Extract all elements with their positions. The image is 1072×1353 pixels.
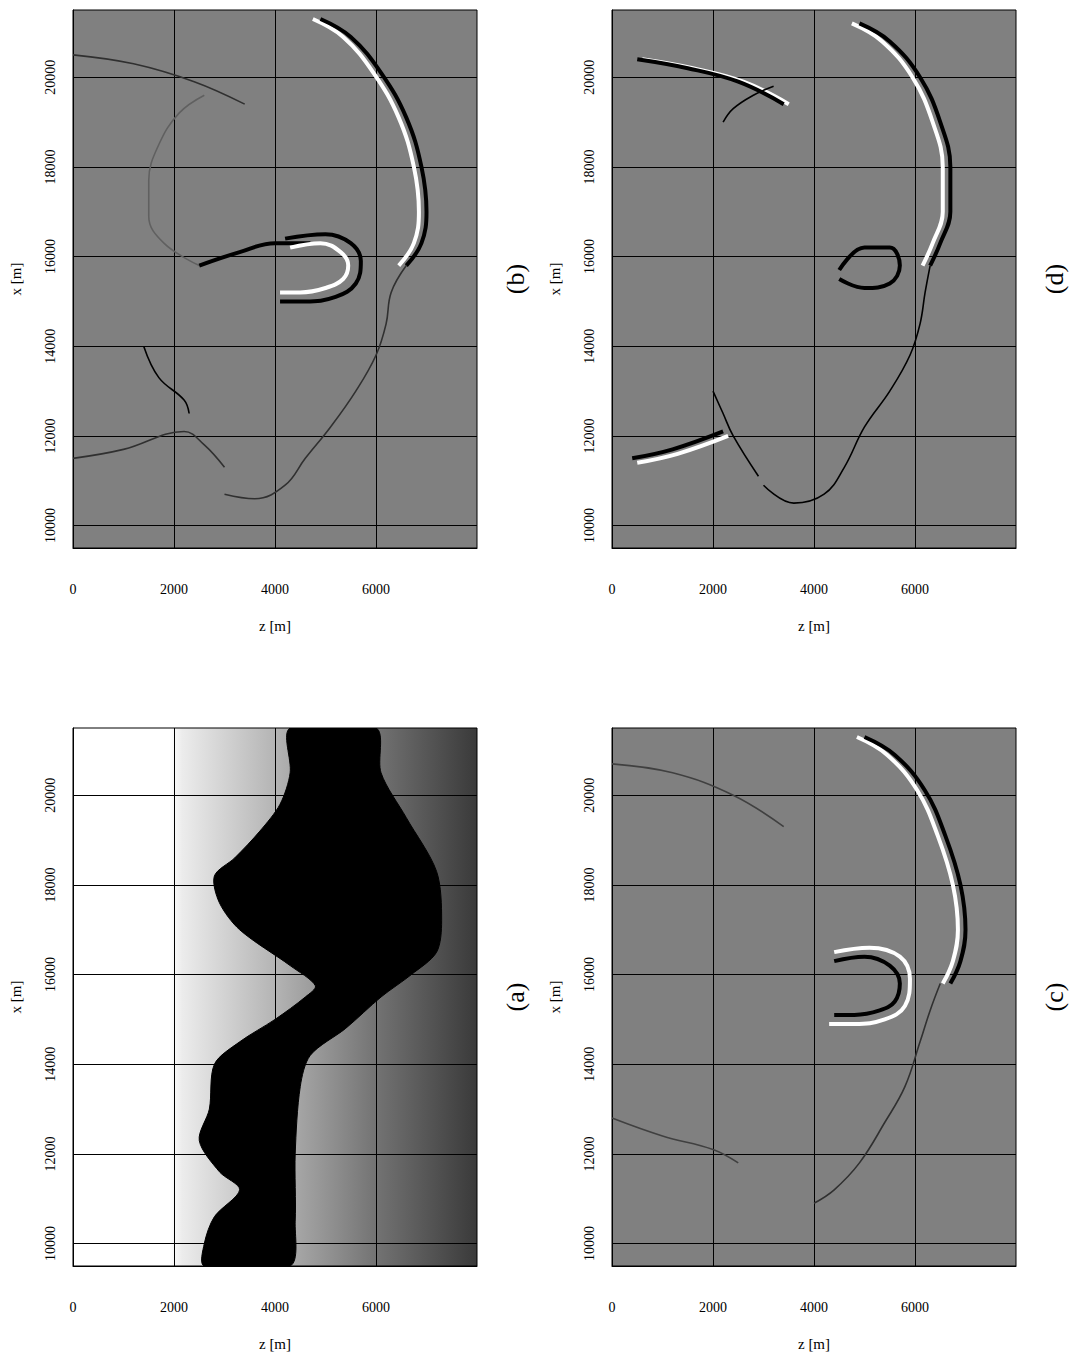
svg-text:18000: 18000 bbox=[43, 867, 58, 902]
svg-text:6000: 6000 bbox=[901, 582, 929, 597]
svg-text:16000: 16000 bbox=[582, 239, 597, 274]
svg-text:4000: 4000 bbox=[261, 1300, 289, 1315]
svg-text:18000: 18000 bbox=[582, 149, 597, 184]
svg-text:6000: 6000 bbox=[362, 1300, 390, 1315]
svg-text:x [m]: x [m] bbox=[547, 981, 563, 1014]
svg-text:14000: 14000 bbox=[582, 329, 597, 364]
svg-text:z [m]: z [m] bbox=[798, 1336, 830, 1352]
svg-text:16000: 16000 bbox=[43, 957, 58, 992]
svg-text:z [m]: z [m] bbox=[798, 618, 830, 634]
svg-text:12000: 12000 bbox=[582, 1136, 597, 1171]
svg-text:10000: 10000 bbox=[43, 508, 58, 543]
svg-text:(d): (d) bbox=[1040, 264, 1069, 294]
svg-text:18000: 18000 bbox=[582, 867, 597, 902]
svg-text:2000: 2000 bbox=[699, 582, 727, 597]
svg-text:12000: 12000 bbox=[582, 418, 597, 453]
svg-text:10000: 10000 bbox=[582, 508, 597, 543]
svg-text:x [m]: x [m] bbox=[8, 981, 24, 1014]
svg-text:16000: 16000 bbox=[582, 957, 597, 992]
svg-text:0: 0 bbox=[70, 1300, 77, 1315]
svg-text:20000: 20000 bbox=[43, 60, 58, 95]
svg-text:(a): (a) bbox=[501, 983, 530, 1012]
svg-text:12000: 12000 bbox=[43, 418, 58, 453]
svg-text:20000: 20000 bbox=[43, 778, 58, 813]
svg-text:4000: 4000 bbox=[800, 1300, 828, 1315]
svg-text:14000: 14000 bbox=[582, 1047, 597, 1082]
svg-text:0: 0 bbox=[70, 582, 77, 597]
svg-text:2000: 2000 bbox=[160, 1300, 188, 1315]
svg-text:12000: 12000 bbox=[43, 1136, 58, 1171]
svg-text:14000: 14000 bbox=[43, 329, 58, 364]
svg-text:20000: 20000 bbox=[582, 778, 597, 813]
svg-text:x [m]: x [m] bbox=[8, 263, 24, 296]
svg-text:2000: 2000 bbox=[160, 582, 188, 597]
svg-text:0: 0 bbox=[609, 582, 616, 597]
svg-text:20000: 20000 bbox=[582, 60, 597, 95]
svg-text:z [m]: z [m] bbox=[259, 618, 291, 634]
svg-text:16000: 16000 bbox=[43, 239, 58, 274]
svg-text:x [m]: x [m] bbox=[547, 263, 563, 296]
svg-text:z [m]: z [m] bbox=[259, 1336, 291, 1352]
svg-text:10000: 10000 bbox=[582, 1226, 597, 1261]
svg-text:10000: 10000 bbox=[43, 1226, 58, 1261]
svg-text:0: 0 bbox=[609, 1300, 616, 1315]
svg-text:(c): (c) bbox=[1040, 983, 1069, 1012]
svg-text:2000: 2000 bbox=[699, 1300, 727, 1315]
svg-text:(b): (b) bbox=[501, 264, 530, 294]
svg-text:6000: 6000 bbox=[901, 1300, 929, 1315]
svg-text:6000: 6000 bbox=[362, 582, 390, 597]
svg-text:14000: 14000 bbox=[43, 1047, 58, 1082]
svg-text:4000: 4000 bbox=[800, 582, 828, 597]
svg-text:18000: 18000 bbox=[43, 149, 58, 184]
svg-text:4000: 4000 bbox=[261, 582, 289, 597]
